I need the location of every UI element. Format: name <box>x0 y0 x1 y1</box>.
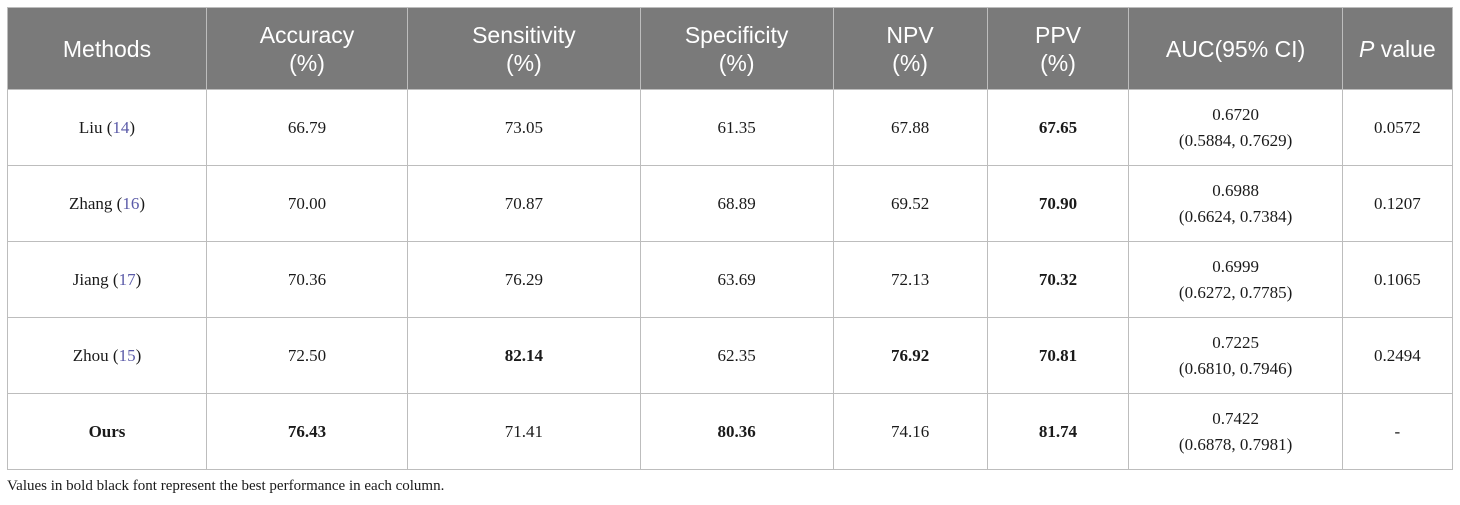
citation-link[interactable]: 14 <box>112 117 130 137</box>
p-value-cell: 0.2494 <box>1341 317 1454 394</box>
auc-value: 0.7422 <box>1212 408 1259 428</box>
auc-cell: 0.6999 (0.6272, 0.7785) <box>1128 241 1343 318</box>
method-name: Ours <box>88 421 126 441</box>
specificity-cell: 68.89 <box>639 165 834 242</box>
header-specificity: Specificity (%) <box>639 7 834 90</box>
sensitivity-cell: 82.14 <box>407 317 641 394</box>
auc-value: 0.7225 <box>1212 332 1259 352</box>
header-p-italic: P <box>1359 35 1375 62</box>
table-row: Jiang (17) 70.36 76.29 63.69 72.13 70.32… <box>7 241 1454 318</box>
table-body: Liu (14) 66.79 73.05 61.35 67.88 67.65 0… <box>7 89 1454 470</box>
header-unit: (%) <box>1040 49 1076 76</box>
header-auc: AUC(95% CI) <box>1128 7 1343 90</box>
p-value-cell: 0.0572 <box>1341 89 1454 166</box>
auc-value: 0.6720 <box>1212 104 1259 124</box>
auc-ci: (0.6878, 0.7981) <box>1178 434 1293 454</box>
auc-cell: 0.7225 (0.6810, 0.7946) <box>1128 317 1343 394</box>
accuracy-cell: 72.50 <box>205 317 409 394</box>
accuracy-cell: 76.43 <box>205 393 409 470</box>
header-npv: NPV (%) <box>832 7 988 90</box>
ppv-cell: 70.81 <box>986 317 1130 394</box>
table-row: Zhou (15) 72.50 82.14 62.35 76.92 70.81 … <box>7 317 1454 394</box>
header-label: Accuracy <box>259 21 355 48</box>
accuracy-cell: 70.36 <box>205 241 409 318</box>
auc-value: 0.6999 <box>1212 256 1259 276</box>
p-value-cell: 0.1065 <box>1341 241 1454 318</box>
header-label: Specificity <box>684 21 789 48</box>
npv-cell: 74.16 <box>832 393 988 470</box>
method-cell: Zhou (15) <box>7 317 207 394</box>
citation-link[interactable]: 15 <box>118 345 136 365</box>
sensitivity-cell: 71.41 <box>407 393 641 470</box>
auc-ci: (0.5884, 0.7629) <box>1178 130 1293 150</box>
header-sensitivity: Sensitivity (%) <box>407 7 641 90</box>
method-cell: Zhang (16) <box>7 165 207 242</box>
auc-cell: 0.7422 (0.6878, 0.7981) <box>1128 393 1343 470</box>
header-unit: (%) <box>892 49 928 76</box>
auc-ci: (0.6272, 0.7785) <box>1178 282 1293 302</box>
method-name: Zhang <box>68 193 113 213</box>
auc-ci: (0.6810, 0.7946) <box>1178 358 1293 378</box>
specificity-cell: 80.36 <box>639 393 834 470</box>
accuracy-cell: 66.79 <box>205 89 409 166</box>
results-table: Methods Accuracy (%) Sensitivity (%) Spe… <box>7 7 1454 470</box>
npv-cell: 69.52 <box>832 165 988 242</box>
header-label: AUC(95% CI) <box>1165 35 1306 62</box>
header-label: Methods <box>62 35 152 62</box>
ppv-cell: 81.74 <box>986 393 1130 470</box>
npv-cell: 72.13 <box>832 241 988 318</box>
method-cell: Liu (14) <box>7 89 207 166</box>
header-label: Sensitivity <box>472 21 576 48</box>
header-p-value: P value <box>1341 7 1454 90</box>
header-p-rest: value <box>1374 35 1436 62</box>
npv-cell: 67.88 <box>832 89 988 166</box>
specificity-cell: 61.35 <box>639 89 834 166</box>
npv-cell: 76.92 <box>832 317 988 394</box>
header-accuracy: Accuracy (%) <box>205 7 409 90</box>
header-row: Methods Accuracy (%) Sensitivity (%) Spe… <box>7 7 1454 90</box>
ppv-cell: 70.32 <box>986 241 1130 318</box>
citation-link[interactable]: 16 <box>122 193 140 213</box>
specificity-cell: 62.35 <box>639 317 834 394</box>
method-name: Jiang <box>72 269 109 289</box>
header-methods: Methods <box>7 7 207 90</box>
citation-link[interactable]: 17 <box>118 269 136 289</box>
auc-cell: 0.6720 (0.5884, 0.7629) <box>1128 89 1343 166</box>
header-unit: (%) <box>505 49 542 76</box>
specificity-cell: 63.69 <box>639 241 834 318</box>
sensitivity-cell: 70.87 <box>407 165 641 242</box>
ppv-cell: 70.90 <box>986 165 1130 242</box>
table-row: Liu (14) 66.79 73.05 61.35 67.88 67.65 0… <box>7 89 1454 166</box>
accuracy-cell: 70.00 <box>205 165 409 242</box>
method-cell: Ours <box>7 393 207 470</box>
sensitivity-cell: 76.29 <box>407 241 641 318</box>
header-unit: (%) <box>289 49 325 76</box>
table-row: Ours 76.43 71.41 80.36 74.16 81.74 0.742… <box>7 393 1454 470</box>
table-footnote: Values in bold black font represent the … <box>7 478 445 494</box>
auc-ci: (0.6624, 0.7384) <box>1178 206 1293 226</box>
method-name: Zhou <box>72 345 109 365</box>
header-ppv: PPV (%) <box>986 7 1130 90</box>
table-header: Methods Accuracy (%) Sensitivity (%) Spe… <box>7 7 1454 90</box>
auc-value: 0.6988 <box>1212 180 1259 200</box>
sensitivity-cell: 73.05 <box>407 89 641 166</box>
method-cell: Jiang (17) <box>7 241 207 318</box>
p-value-cell: 0.1207 <box>1341 165 1454 242</box>
table-row: Zhang (16) 70.00 70.87 68.89 69.52 70.90… <box>7 165 1454 242</box>
p-value-cell: - <box>1341 393 1454 470</box>
header-label: NPV <box>886 21 934 48</box>
auc-cell: 0.6988 (0.6624, 0.7384) <box>1128 165 1343 242</box>
method-name: Liu <box>78 117 103 137</box>
header-label: PPV <box>1035 21 1082 48</box>
header-unit: (%) <box>718 49 755 76</box>
ppv-cell: 67.65 <box>986 89 1130 166</box>
